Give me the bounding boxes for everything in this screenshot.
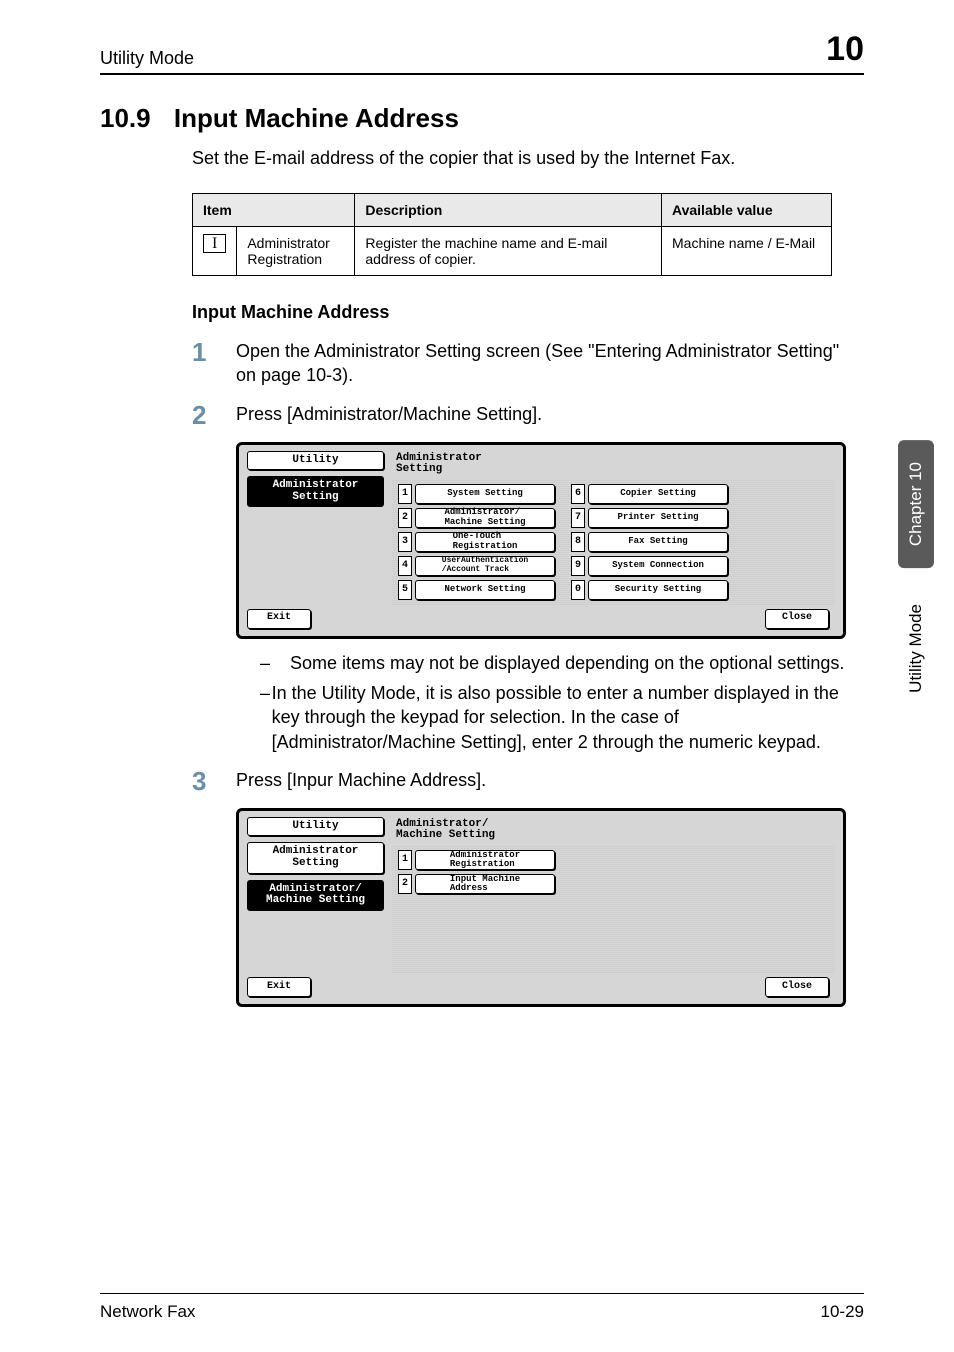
menu-num: 2 — [398, 508, 412, 528]
lcd2-exit-button[interactable]: Exit — [247, 977, 311, 997]
menu-num: 5 — [398, 580, 412, 600]
menu-num: 8 — [571, 532, 585, 552]
lcd1-tab-admin[interactable]: Administrator Setting — [247, 476, 384, 507]
step-1: 1 Open the Administrator Setting screen … — [192, 339, 864, 388]
subheading: Input Machine Address — [192, 302, 864, 323]
lcd2-close-button[interactable]: Close — [765, 977, 829, 997]
lcd-screenshot-1: Utility Administrator Setting Exit Admin… — [236, 442, 846, 639]
section-title: 10.9 Input Machine Address — [100, 103, 864, 134]
menu-num: 9 — [571, 556, 585, 576]
menu-network[interactable]: Network Setting — [415, 580, 555, 600]
lcd1-left-column: 1System Setting 2Administrator/ Machine … — [398, 484, 555, 600]
step-text: Press [Inpur Machine Address]. — [236, 768, 864, 794]
item-description: Register the machine name and E-mail add… — [355, 227, 662, 276]
menu-admin-machine[interactable]: Administrator/ Machine Setting — [415, 508, 555, 528]
menu-num: 4 — [398, 556, 412, 576]
step-number: 2 — [192, 402, 236, 428]
step-number: 1 — [192, 339, 236, 388]
table-header-description: Description — [355, 194, 662, 227]
menu-copier[interactable]: Copier Setting — [588, 484, 728, 504]
note-2: In the Utility Mode, it is also possible… — [272, 681, 864, 754]
step-text: Open the Administrator Setting screen (S… — [236, 339, 864, 388]
table-header-available: Available value — [662, 194, 832, 227]
note-1: Some items may not be displayed dependin… — [290, 651, 844, 675]
menu-num: 1 — [398, 484, 412, 504]
lcd1-title: Administrator Setting — [396, 453, 835, 476]
menu-num: 2 — [398, 874, 412, 894]
lcd-screenshot-2: Utility Administrator Setting Administra… — [236, 808, 846, 1007]
menu-fax[interactable]: Fax Setting — [588, 532, 728, 552]
step-3: 3 Press [Inpur Machine Address]. — [192, 768, 864, 794]
lcd1-right-panel: Administrator Setting 1System Setting 2A… — [388, 449, 839, 632]
menu-admin-reg[interactable]: Administrator Registration — [415, 850, 555, 870]
parameter-table: Item Description Available value I Admin… — [192, 193, 832, 276]
menu-num: 1 — [398, 850, 412, 870]
header-chapter-number: 10 — [826, 30, 864, 69]
lcd2-tab-ams[interactable]: Administrator/ Machine Setting — [247, 880, 384, 911]
step-number: 3 — [192, 768, 236, 794]
table-row: I Administrator Registration Register th… — [193, 227, 832, 276]
menu-onetouch[interactable]: One-Touch Registration — [415, 532, 555, 552]
section-number: 10.9 — [100, 103, 151, 134]
lcd2-tab-utility[interactable]: Utility — [247, 817, 384, 837]
step-2: 2 Press [Administrator/Machine Setting]. — [192, 402, 864, 428]
menu-system-setting[interactable]: System Setting — [415, 484, 555, 504]
side-tab-mode: Utility Mode — [898, 582, 934, 715]
side-tabs: Chapter 10 Utility Mode — [898, 440, 934, 715]
lcd1-exit-button[interactable]: Exit — [247, 609, 311, 629]
dash-icon: – — [260, 681, 272, 754]
menu-sysconn[interactable]: System Connection — [588, 556, 728, 576]
page-footer: Network Fax 10-29 — [100, 1293, 864, 1322]
step-text: Press [Administrator/Machine Setting]. — [236, 402, 864, 428]
menu-input-machine[interactable]: Input Machine Address — [415, 874, 555, 894]
dash-icon: – — [260, 651, 290, 675]
menu-userauth[interactable]: UserAuthentication /Account Track — [415, 556, 555, 576]
lcd2-tab-admin[interactable]: Administrator Setting — [247, 842, 384, 873]
section-heading: Input Machine Address — [174, 103, 459, 133]
notes-list: –Some items may not be displayed dependi… — [260, 651, 864, 754]
side-tab-chapter: Chapter 10 — [898, 440, 934, 568]
footer-left: Network Fax — [100, 1302, 195, 1322]
menu-num: 7 — [571, 508, 585, 528]
item-icon: I — [203, 234, 226, 253]
item-available: Machine name / E-Mail — [662, 227, 832, 276]
menu-security[interactable]: Security Setting — [588, 580, 728, 600]
lcd2-title: Administrator/ Machine Setting — [396, 819, 835, 842]
item-label: Administrator Registration — [237, 227, 355, 276]
menu-num: 3 — [398, 532, 412, 552]
menu-num: 0 — [571, 580, 585, 600]
menu-printer[interactable]: Printer Setting — [588, 508, 728, 528]
footer-right: 10-29 — [821, 1302, 864, 1322]
lcd1-close-button[interactable]: Close — [765, 609, 829, 629]
lcd1-left-panel: Utility Administrator Setting Exit — [243, 449, 388, 632]
table-header-item: Item — [193, 194, 355, 227]
running-header: Utility Mode 10 — [100, 30, 864, 75]
lcd2-right-panel: Administrator/ Machine Setting 1Administ… — [388, 815, 839, 1000]
menu-num: 6 — [571, 484, 585, 504]
lcd1-right-column: 6Copier Setting 7Printer Setting 8Fax Se… — [571, 484, 728, 600]
lcd1-tab-utility[interactable]: Utility — [247, 451, 384, 471]
header-left: Utility Mode — [100, 48, 194, 69]
section-intro: Set the E-mail address of the copier tha… — [192, 148, 864, 169]
lcd2-left-panel: Utility Administrator Setting Administra… — [243, 815, 388, 1000]
lcd2-column: 1Administrator Registration 2Input Machi… — [398, 850, 555, 968]
